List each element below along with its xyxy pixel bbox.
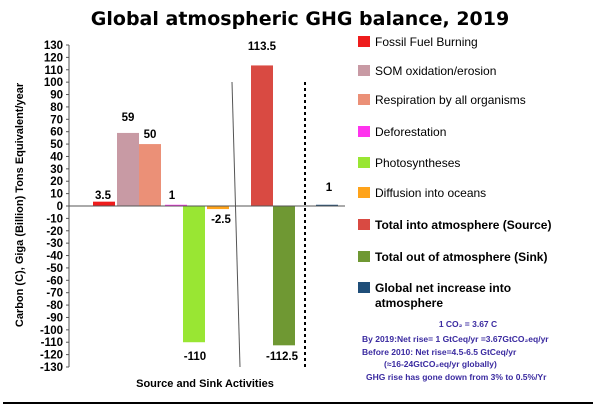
value-label-total-out-of-atmosphere-sink: -112.5 bbox=[266, 351, 299, 363]
legend-label-deforestation: Deforestation bbox=[375, 125, 446, 139]
y-tick-label: -90 bbox=[46, 312, 63, 324]
bar-total-into-atmosphere-source bbox=[251, 65, 273, 206]
note-line-2: By 2019:Net rise= 1 GtCeq/yr =3.67GtCO₂e… bbox=[362, 334, 549, 344]
y-tick-label: 60 bbox=[50, 127, 63, 139]
y-tick-label: 40 bbox=[50, 151, 63, 163]
value-label-deforestation: 1 bbox=[169, 190, 176, 202]
legend-swatch-total-into-atmosphere-source bbox=[358, 219, 370, 230]
legend-swatch-total-out-of-atmosphere-sink bbox=[358, 251, 370, 262]
value-label-respiration-by-all-organisms: 50 bbox=[144, 129, 157, 141]
value-label-photosyntheses: -110 bbox=[184, 351, 206, 363]
value-labels: 3.5 59 50 1 -110 -2.5 113.5 -112.5 1 bbox=[95, 41, 333, 363]
y-tick-label: -30 bbox=[46, 238, 63, 250]
legend-label-total-into-atmosphere-source: Total into atmosphere (Source) bbox=[375, 218, 551, 232]
note-line-3: Before 2010: Net rise=4.5-6.5 GtCeq/yr bbox=[362, 347, 517, 357]
legend-label-photosyntheses: Photosyntheses bbox=[375, 156, 460, 170]
x-axis-title: Source and Sink Activities bbox=[136, 378, 274, 390]
legend-label-respiration-by-all-organisms: Respiration by all organisms bbox=[375, 93, 526, 107]
y-tick-label: -10 bbox=[46, 213, 63, 225]
y-tick-label: 80 bbox=[50, 102, 63, 114]
y-tick-label: 70 bbox=[50, 114, 63, 126]
y-tick-label: 110 bbox=[44, 65, 63, 77]
y-tick-label: 30 bbox=[50, 164, 63, 176]
y-tick-label: -40 bbox=[46, 251, 63, 263]
value-label-fossil-fuel-burning: 3.5 bbox=[95, 190, 112, 202]
value-label-total-into-atmosphere-source: 113.5 bbox=[248, 41, 277, 53]
legend-label-total-out-of-atmosphere-sink: Total out of atmosphere (Sink) bbox=[375, 250, 547, 264]
y-tick-label: -50 bbox=[46, 263, 63, 275]
bar-som-oxidation-erosion bbox=[117, 132, 139, 206]
y-axis-ticks: 1301201101009080706050403020100-10-20-30… bbox=[40, 40, 69, 374]
bar-photosyntheses bbox=[183, 206, 205, 343]
y-tick-label: 90 bbox=[50, 90, 63, 102]
bar-respiration-by-all-organisms bbox=[139, 144, 161, 206]
y-tick-label: 100 bbox=[44, 77, 63, 89]
bottom-divider bbox=[3, 402, 593, 404]
y-tick-label: -70 bbox=[46, 288, 63, 300]
note-line-4: (≈16-24GtCO₂eq/yr globally) bbox=[384, 359, 497, 369]
y-tick-label: 50 bbox=[50, 139, 63, 151]
y-tick-label: -110 bbox=[41, 337, 63, 349]
legend: Fossil Fuel Burning SOM oxidation/erosion… bbox=[358, 35, 551, 310]
legend-swatch-photosyntheses bbox=[358, 157, 370, 168]
y-tick-label: 10 bbox=[50, 189, 63, 201]
legend-label-fossil-fuel-burning: Fossil Fuel Burning bbox=[375, 35, 478, 49]
bars bbox=[93, 65, 338, 346]
y-tick-label: 0 bbox=[57, 201, 63, 213]
value-label-global-net-increase-into-atmosphere: 1 bbox=[326, 182, 333, 194]
legend-swatch-fossil-fuel-burning bbox=[358, 36, 370, 47]
legend-swatch-deforestation bbox=[358, 126, 370, 137]
chart-title: Global atmospheric GHG balance, 2019 bbox=[91, 8, 509, 30]
legend-label-som-oxidation-erosion: SOM oxidation/erosion bbox=[375, 64, 496, 78]
bar-total-out-of-atmosphere-sink bbox=[273, 206, 295, 346]
value-label-som-oxidation-erosion: 59 bbox=[122, 112, 135, 124]
y-axis-title: Carbon (C), Giga (Billion) Tons Equivale… bbox=[14, 82, 26, 327]
y-tick-label: -120 bbox=[40, 350, 63, 362]
y-tick-label: -60 bbox=[46, 275, 63, 287]
legend-swatch-diffusion-into-oceans bbox=[358, 187, 370, 198]
y-tick-label: 20 bbox=[50, 176, 63, 188]
bar-fossil-fuel-burning bbox=[93, 201, 115, 206]
y-tick-label: -80 bbox=[46, 300, 63, 312]
note-line-5: GHG rise has gone down from 3% to 0.5%/Y… bbox=[366, 372, 547, 382]
y-tick-label: -130 bbox=[40, 362, 63, 374]
value-label-diffusion-into-oceans: -2.5 bbox=[211, 214, 231, 226]
bar-diffusion-into-oceans bbox=[207, 206, 229, 210]
legend-swatch-som-oxidation-erosion bbox=[358, 65, 370, 76]
legend-label-diffusion-into-oceans: Diffusion into oceans bbox=[375, 186, 486, 200]
notes: 1 CO₂ = 3.67 C By 2019:Net rise= 1 GtCeq/… bbox=[362, 319, 549, 382]
y-tick-label: 130 bbox=[44, 40, 63, 52]
y-tick-label: -20 bbox=[46, 226, 63, 238]
legend-label-global-net-increase-into-atmosphere: Global net increase into atmosphere bbox=[375, 281, 511, 310]
legend-swatch-respiration-by-all-organisms bbox=[358, 94, 370, 105]
note-line-1: 1 CO₂ = 3.67 C bbox=[439, 319, 497, 329]
y-tick-label: 120 bbox=[44, 52, 63, 64]
legend-swatch-global-net-increase-into-atmosphere bbox=[358, 282, 370, 293]
separator-solid bbox=[231, 81, 241, 368]
y-tick-label: -100 bbox=[40, 325, 63, 337]
